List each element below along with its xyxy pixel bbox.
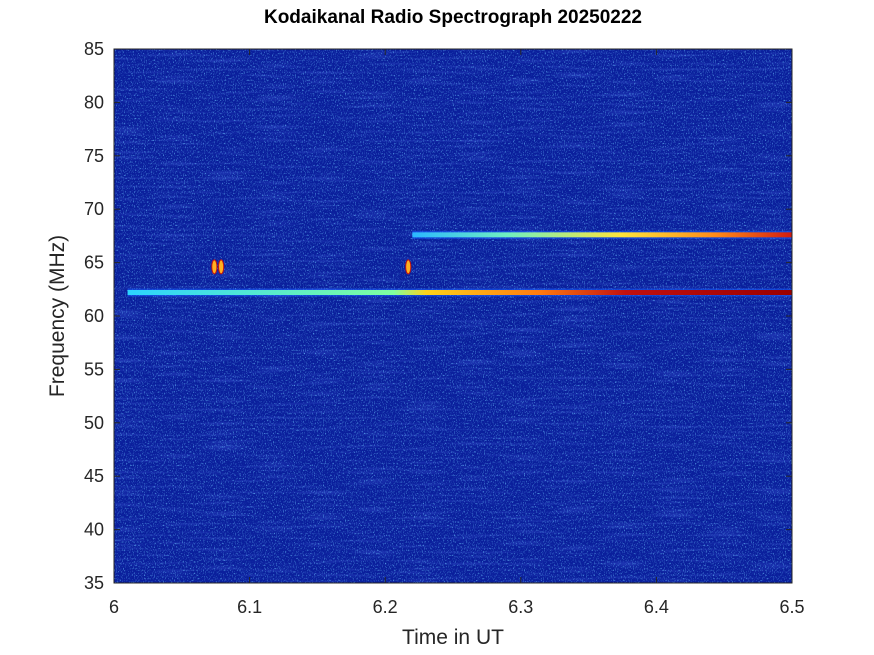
emission-features	[127, 230, 792, 297]
y-tick-label: 45	[84, 466, 104, 486]
y-tick-label: 55	[84, 359, 104, 379]
chart-title: Kodaikanal Radio Spectrograph 20250222	[264, 7, 642, 28]
y-tick-label: 40	[84, 520, 104, 540]
y-tick-label: 35	[84, 573, 104, 593]
x-axis-label: Time in UT	[402, 626, 504, 649]
y-tick-label: 80	[84, 92, 104, 112]
emission-lane-62mhz	[127, 290, 792, 296]
plot-area	[114, 49, 792, 583]
y-tick-label: 50	[84, 413, 104, 433]
y-tick-label: 85	[84, 39, 104, 59]
x-tick-label: 6.3	[508, 597, 533, 617]
emission-lane-67.5mhz	[412, 232, 792, 238]
x-tick-label: 6	[109, 597, 119, 617]
x-tick-label: 6.1	[237, 597, 262, 617]
y-tick-label: 65	[84, 253, 104, 273]
x-axis: 6 6.1 6.2 6.3 6.4 6.5	[109, 49, 805, 617]
y-axis-label: Frequency (MHz)	[46, 235, 69, 397]
x-tick-label: 6.4	[644, 597, 669, 617]
x-tick-label: 6.5	[779, 597, 804, 617]
spike-6.217	[405, 259, 412, 275]
y-axis: 35 40 45 50 55 60 65 70 75 80 85	[84, 39, 792, 593]
spectrogram-noise	[114, 49, 792, 583]
y-tick-label: 70	[84, 199, 104, 219]
y-tick-label: 60	[84, 306, 104, 326]
spike-6.08	[218, 259, 225, 275]
spike-6.075	[211, 259, 218, 275]
y-tick-label: 75	[84, 146, 104, 166]
x-tick-label: 6.2	[373, 597, 398, 617]
